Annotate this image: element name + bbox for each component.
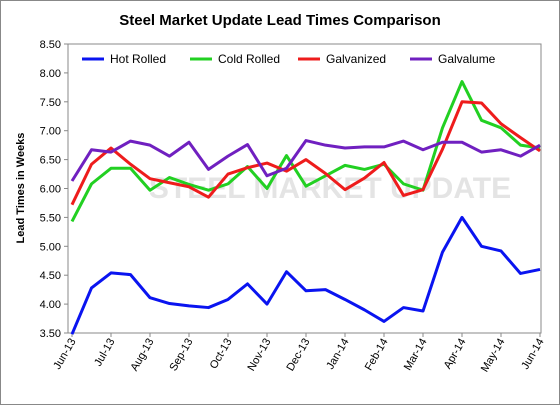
y-tick-label: 3.50 (40, 328, 61, 340)
y-tick-label: 6.50 (40, 155, 61, 167)
legend-label: Hot Rolled (110, 52, 166, 66)
y-axis-label: Lead Times in Weeks (15, 133, 27, 244)
y-tick-label: 5.50 (40, 212, 61, 224)
y-tick-label: 8.00 (40, 68, 61, 80)
chart-title: Steel Market Update Lead Times Compariso… (119, 12, 440, 29)
y-tick-label: 5.00 (40, 241, 61, 253)
series-line (70, 80, 541, 223)
y-tick-label: 7.50 (40, 97, 61, 109)
y-tick-label: 7.00 (40, 126, 61, 138)
legend-label: Galvalume (438, 52, 496, 66)
y-tick-label: 6.00 (40, 184, 61, 196)
legend-label: Galvanized (326, 52, 386, 66)
series-line (70, 215, 541, 335)
y-tick-label: 4.50 (40, 270, 61, 282)
y-tick-label: 4.00 (40, 299, 61, 311)
legend-label: Cold Rolled (218, 52, 280, 66)
y-tick-label: 8.50 (40, 39, 61, 51)
series-line (70, 100, 541, 206)
series-line (70, 139, 541, 182)
